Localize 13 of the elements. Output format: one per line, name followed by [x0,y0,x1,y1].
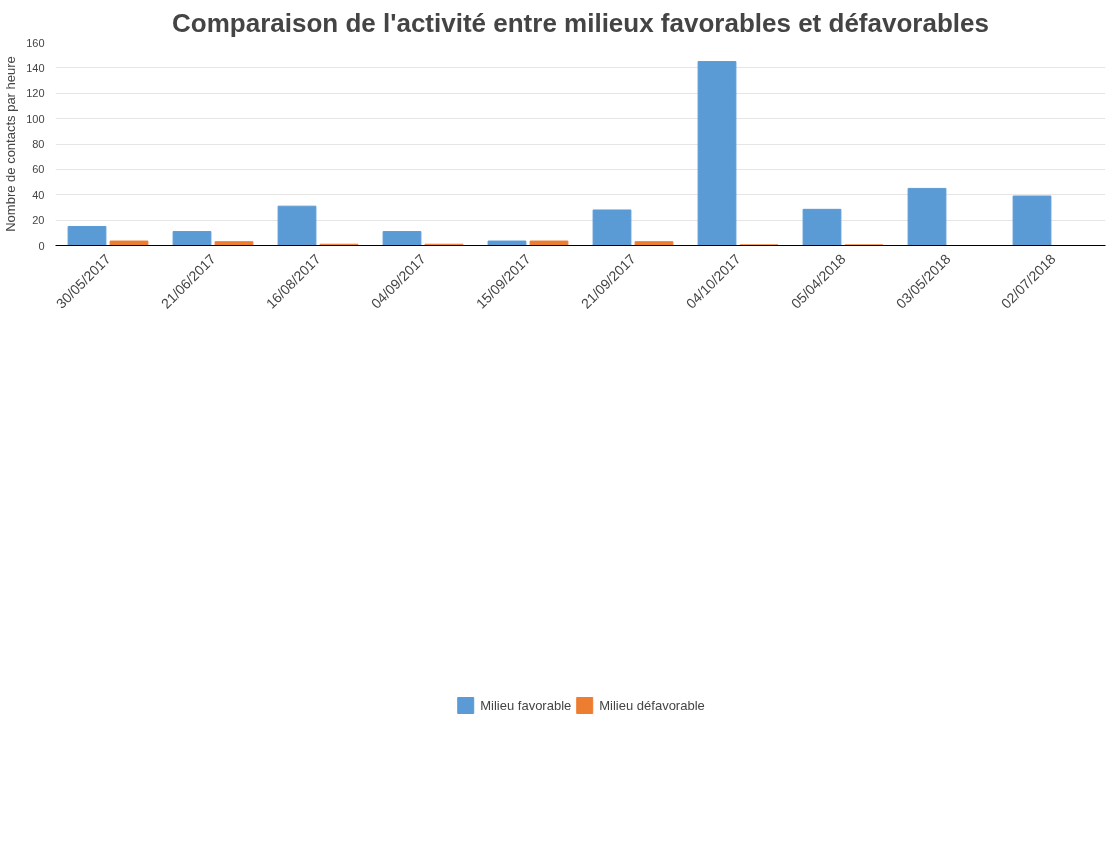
legend-label: Milieu favorable [480,697,572,713]
y-axis-title: Nombre de contacts par heure [3,56,19,232]
y-tick-label: 20 [32,214,45,227]
y-tick-label: 120 [26,87,45,100]
y-tick-label: 160 [26,36,45,49]
y-tick-label: 0 [38,239,45,252]
y-tick-label: 100 [26,112,45,125]
chart-title: Comparaison de l'activité entre milieux favorables et défavorables [172,7,989,38]
y-tick-label: 140 [26,61,45,74]
y-tick-label: 40 [32,188,45,201]
y-tick-label: 60 [32,163,45,176]
y-tick-label: 80 [32,138,45,150]
legend-label: Milieu défavorable [599,697,705,713]
